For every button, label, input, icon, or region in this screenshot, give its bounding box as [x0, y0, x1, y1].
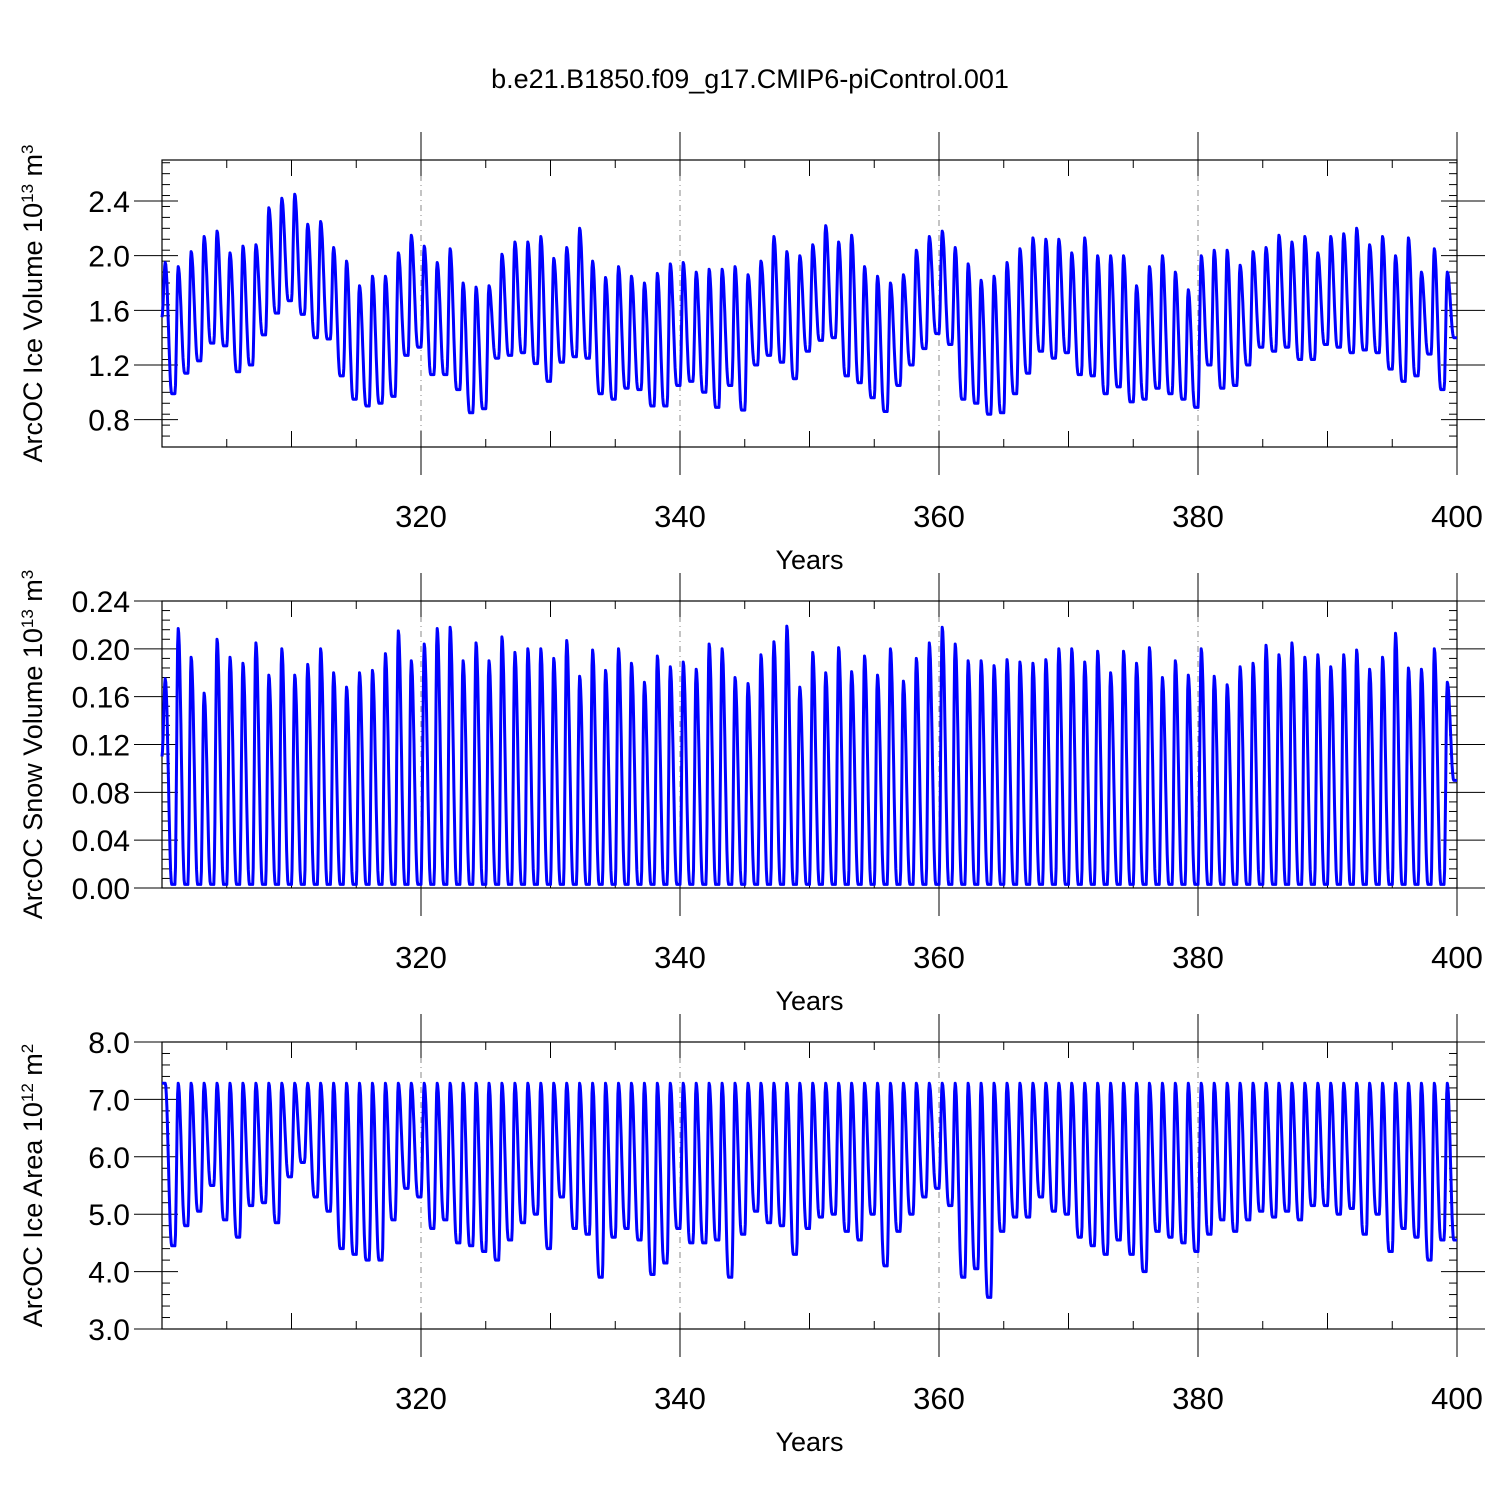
snow-volume-y-tick-label: 0.08	[72, 777, 130, 810]
ice-volume-x-tick-label: 340	[654, 499, 706, 534]
ice-volume-y-tick-label: 1.2	[88, 350, 130, 383]
ice-volume-series-line	[160, 192, 1458, 416]
snow-volume-y-unit-exponent: 13	[18, 609, 37, 628]
snow-volume-y-tick-label: 0.16	[72, 682, 130, 715]
snow-volume-y-label-part: ArcOC Snow Volume 10	[18, 628, 48, 919]
ice-area-y-tick-label: 3.0	[88, 1314, 130, 1347]
ice-area-series-line	[161, 1081, 1458, 1299]
ice-area-x-tick-label: 400	[1431, 1381, 1483, 1416]
ice-area-plot-frame	[161, 1041, 1458, 1330]
ice-area-y-label-part: m	[18, 1053, 48, 1083]
ice-area-y-tick-label: 8.0	[88, 1027, 130, 1060]
ice-volume-panel: 0.8 1.2 1.6 2.0 2.4 320 340 360 380 400 Years ArcOC…	[18, 132, 1485, 575]
ice-area-y-tick-label: 4.0	[88, 1257, 130, 1290]
snow-volume-y-unit-exponent: 3	[18, 570, 37, 579]
snow-volume-y-tick-label: 0.20	[72, 634, 130, 667]
ice-volume-y-label-part: m	[18, 154, 48, 184]
ice-area-y-tick-label: 7.0	[88, 1084, 130, 1117]
ice-volume-x-tick-label: 320	[395, 499, 447, 534]
snow-volume-panel: 0.00 0.04 0.08 0.12 0.16 0.20 0.24 320 340 360 380…	[18, 570, 1485, 1016]
ice-area-y-axis-label: ArcOC Ice Area 1012 m2	[18, 1044, 49, 1328]
ice-volume-y-tick-label: 2.4	[88, 186, 130, 219]
ice-area-y-unit-exponent: 12	[18, 1083, 37, 1102]
ice-area-y-tick-label: 6.0	[88, 1142, 130, 1175]
ice-area-x-tick-label: 320	[395, 1381, 447, 1416]
ice-volume-y-axis-label: ArcOC Ice Volume 1013 m3	[18, 144, 49, 462]
ice-volume-y-tick-label: 1.6	[88, 295, 130, 328]
ice-volume-y-unit-exponent: 3	[18, 144, 37, 153]
snow-volume-y-tick-label: 0.24	[72, 586, 130, 619]
ice-area-y-unit-exponent: 2	[18, 1044, 37, 1053]
snow-volume-x-tick-label: 400	[1431, 940, 1483, 975]
snow-volume-y-axis-label: ArcOC Snow Volume 1013 m3	[18, 570, 49, 920]
ice-volume-x-tick-label: 400	[1431, 499, 1483, 534]
snow-volume-x-tick-label: 320	[395, 940, 447, 975]
snow-volume-y-tick-label: 0.04	[72, 825, 130, 858]
ice-volume-x-tick-label: 360	[913, 499, 965, 534]
figure-title: b.e21.B1850.f09_g17.CMIP6-piControl.001	[491, 64, 1009, 94]
ice-volume-y-unit-exponent: 13	[18, 184, 37, 203]
snow-volume-x-tick-label: 360	[913, 940, 965, 975]
snow-volume-y-tick-label: 0.12	[72, 730, 130, 763]
ice-area-x-tick-label: 360	[913, 1381, 965, 1416]
ice-volume-y-label-part: ArcOC Ice Volume 10	[18, 203, 48, 463]
snow-volume-y-label-part: m	[18, 579, 48, 609]
snow-volume-x-tick-label: 380	[1172, 940, 1224, 975]
ice-area-panel: 3.0 4.0 5.0 6.0 7.0 8.0 320 340 360 380 400 Years Ar…	[18, 1014, 1485, 1457]
snow-volume-x-axis-label: Years	[775, 986, 843, 1016]
ice-volume-x-tick-label: 380	[1172, 499, 1224, 534]
ice-volume-x-axis-label: Years	[775, 545, 843, 575]
ice-area-x-tick-label: 380	[1172, 1381, 1224, 1416]
snow-volume-y-tick-label: 0.00	[72, 873, 130, 906]
ice-area-x-tick-label: 340	[654, 1381, 706, 1416]
snow-volume-series-line	[160, 624, 1458, 886]
ice-volume-y-tick-label: 2.0	[88, 241, 130, 274]
ice-area-y-label-part: ArcOC Ice Area 10	[18, 1102, 48, 1327]
ice-area-y-tick-label: 5.0	[88, 1199, 130, 1232]
ice-volume-y-tick-label: 0.8	[88, 405, 130, 438]
snow-volume-x-tick-label: 340	[654, 940, 706, 975]
ice-area-x-axis-label: Years	[775, 1427, 843, 1457]
